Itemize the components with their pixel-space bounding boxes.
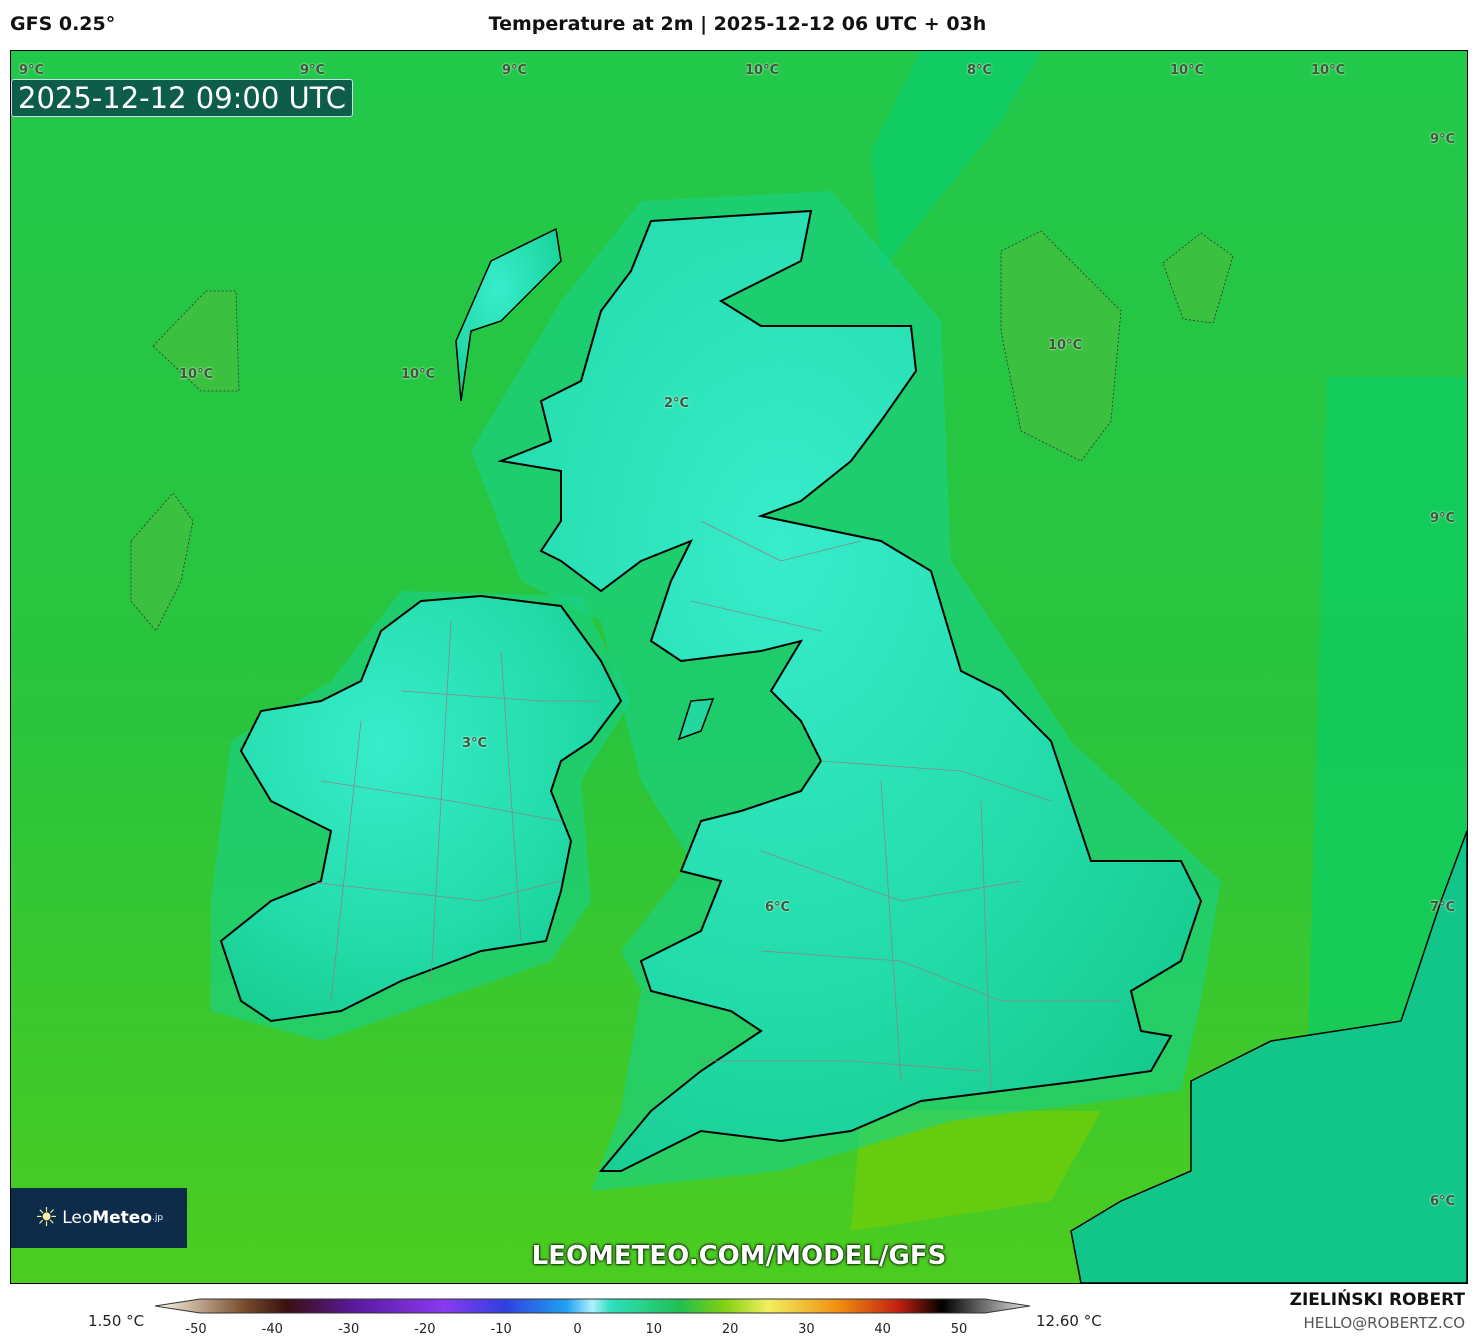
cooler-sea-north xyxy=(871,51,1041,271)
temperature-map[interactable]: 9°C 9°C 9°C 10°C 8°C 10°C 10°C 9°C 10°C 10°C 2°C 10… xyxy=(10,50,1468,1284)
admin-borders xyxy=(300,520,1121,1092)
legend-tick: -20 xyxy=(414,1322,436,1337)
map-title: Temperature at 2m | 2025-12-12 06 UTC + … xyxy=(488,13,987,35)
legend-max: 12.60 °C xyxy=(1036,1312,1102,1330)
isotherm-label: 7°C xyxy=(1430,900,1456,915)
legend-tick: 20 xyxy=(721,1322,739,1337)
valid-time-badge: 2025-12-12 09:00 UTC xyxy=(11,79,354,117)
isotherm-label: 9°C xyxy=(1430,132,1456,147)
map-canvas xyxy=(11,51,1467,1283)
legend-tick: 40 xyxy=(874,1322,891,1337)
legend-tick: -10 xyxy=(490,1322,512,1337)
isotherm-label: 3°C xyxy=(462,736,488,751)
isle-of-man xyxy=(677,698,715,741)
color-scale-bar xyxy=(155,1298,1030,1314)
author-credit: ZIELIŃSKI ROBERT xyxy=(1289,1290,1465,1310)
isotherm-label: 10°C xyxy=(179,367,214,382)
isotherm-label: 6°C xyxy=(1430,1194,1456,1209)
isotherm-label: 10°C xyxy=(745,63,780,78)
legend-tick: 10 xyxy=(645,1322,663,1337)
author-email[interactable]: HELLO@ROBERTZ.CO xyxy=(1303,1314,1465,1332)
isotherm-label: 9°C xyxy=(19,63,45,78)
ireland xyxy=(219,594,623,1023)
isotherm-label: 10°C xyxy=(1311,63,1346,78)
model-name: GFS 0.25° xyxy=(10,13,116,35)
watermark: LEOMETEO.COM/MODEL/GFS xyxy=(531,1241,947,1271)
legend-tick: 0 xyxy=(573,1322,582,1337)
warm-patch xyxy=(1000,230,1122,462)
isotherm-label: 9°C xyxy=(300,63,326,78)
isotherm-label: 6°C xyxy=(765,900,791,915)
isotherm-label: 9°C xyxy=(502,63,528,78)
legend-tick: 50 xyxy=(950,1322,968,1337)
continental-europe xyxy=(1070,830,1467,1283)
legend-tick: -50 xyxy=(185,1322,207,1337)
legend-tick: -40 xyxy=(261,1322,283,1337)
leometeo-logo[interactable]: ☀ Leo Meteo .jp xyxy=(11,1188,187,1248)
isotherm-label: 10°C xyxy=(1170,63,1205,78)
warm-channel xyxy=(851,1111,1101,1231)
legend-tick: 30 xyxy=(798,1322,815,1337)
legend-tick: -30 xyxy=(337,1322,360,1337)
isotherm-label: 8°C xyxy=(967,63,993,78)
isotherm-label: 2°C xyxy=(664,396,690,411)
outer-hebrides xyxy=(455,227,562,402)
isotherm-label: 10°C xyxy=(401,367,436,382)
isotherm-label: 10°C xyxy=(1048,338,1083,353)
sun-icon: ☀ xyxy=(34,1203,59,1233)
isotherm-label: 9°C xyxy=(1430,511,1456,526)
legend-min: 1.50 °C xyxy=(88,1312,145,1330)
great-britain xyxy=(497,209,1203,1172)
